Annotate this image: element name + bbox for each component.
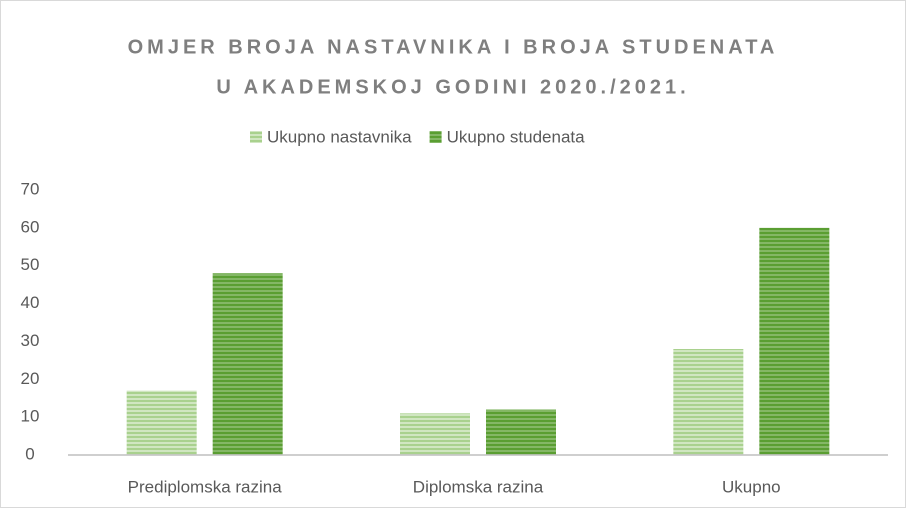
legend-swatch <box>429 131 442 143</box>
y-tick-label: 30 <box>21 331 40 350</box>
bar <box>126 390 197 455</box>
x-tick-label: Prediplomska razina <box>128 477 283 496</box>
bar <box>486 409 556 455</box>
bar <box>759 227 830 455</box>
legend-swatch <box>250 131 262 143</box>
y-tick-label: 0 <box>25 444 34 463</box>
y-tick-label: 40 <box>21 293 40 312</box>
bar <box>212 273 283 455</box>
x-tick-label: Ukupno <box>722 477 781 496</box>
legend-label: Ukupno nastavnika <box>267 127 412 146</box>
y-tick-label: 70 <box>21 179 40 198</box>
bar <box>673 349 744 455</box>
y-tick-label: 10 <box>21 407 40 426</box>
chart-title: U AKADEMSKOJ GODINI 2020./2021. <box>216 76 689 98</box>
y-tick-label: 20 <box>21 369 40 388</box>
y-tick-label: 50 <box>21 255 40 274</box>
legend-label: Ukupno studenata <box>447 127 586 146</box>
y-tick-label: 60 <box>21 217 40 236</box>
x-tick-label: Diplomska razina <box>413 477 544 496</box>
chart-title: OMJER BROJA NASTAVNIKA I BROJA STUDENATA <box>128 36 779 58</box>
bar <box>400 413 470 455</box>
